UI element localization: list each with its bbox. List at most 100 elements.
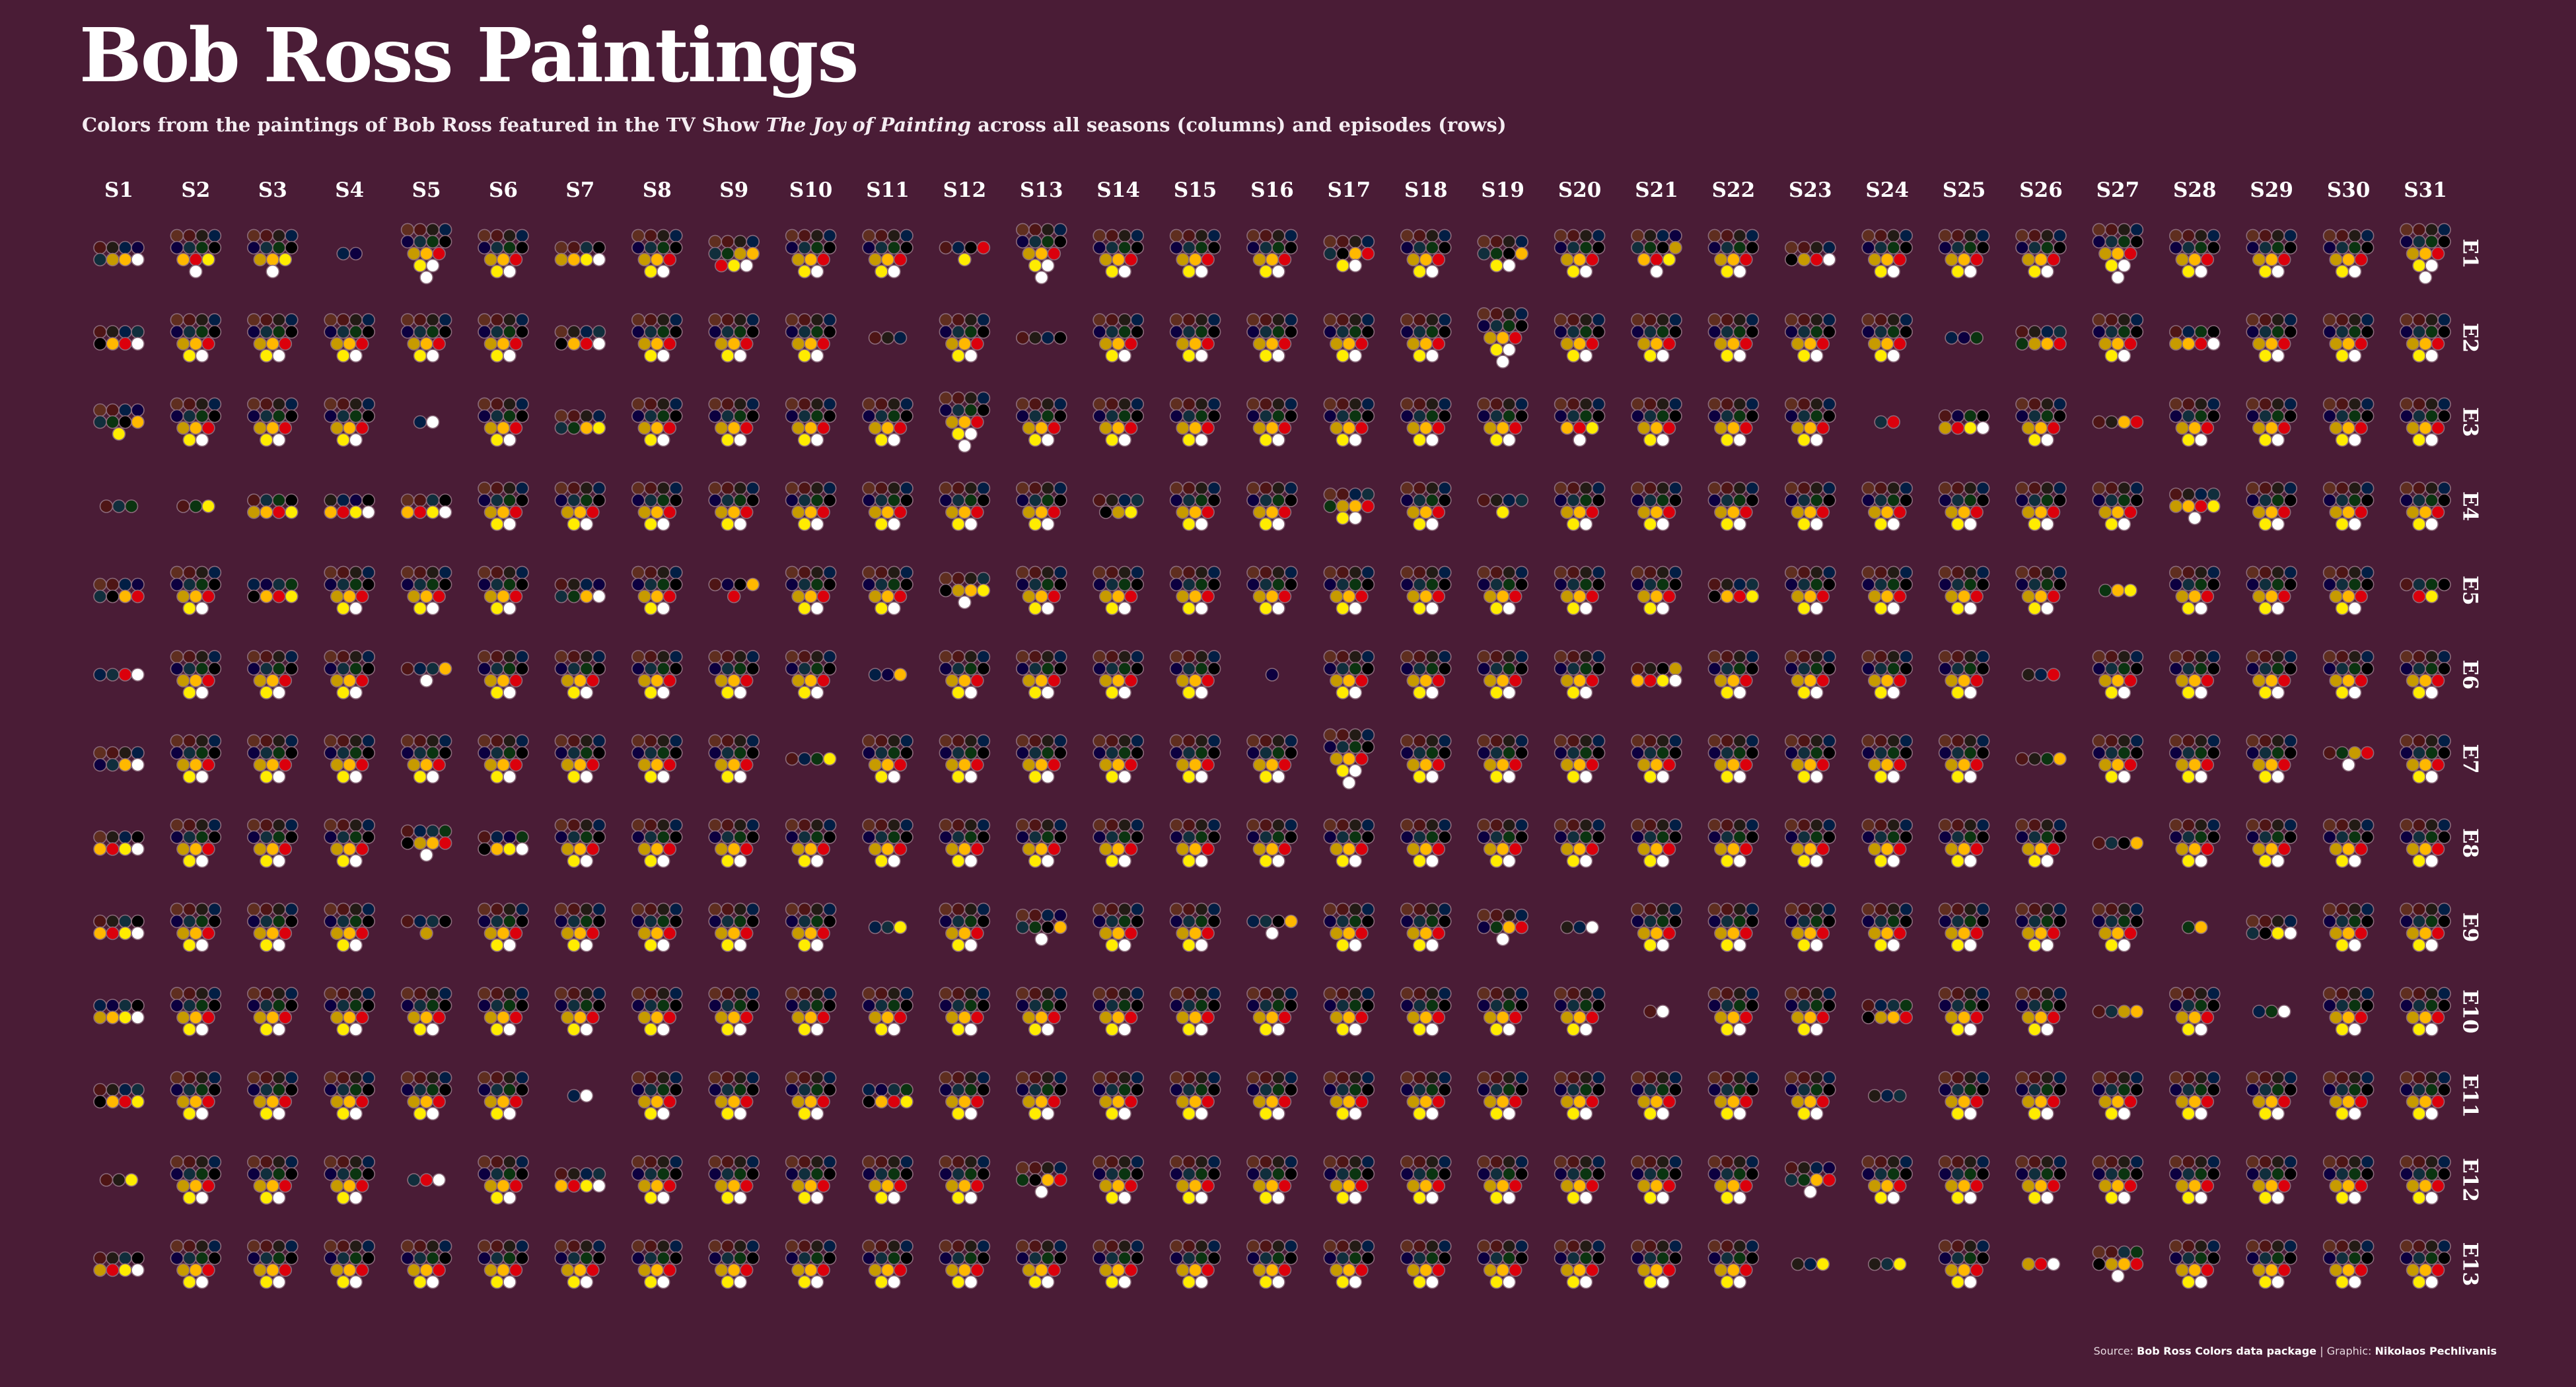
paint-color-dot [266,252,280,267]
paint-color-dot [182,938,197,952]
paint-color-dot [1425,686,1439,699]
paint-color-dot [490,1275,504,1289]
paint-color-dot [1092,830,1106,844]
paint-color-dot [1579,734,1593,748]
paint-color-dot [2342,252,2355,267]
paint-color-dot [1867,842,1882,856]
paint-color-dot [2271,493,2285,507]
paint-color-dot [118,1011,132,1024]
paint-color-dot [2034,1011,2048,1024]
paint-color-dot [656,1239,670,1254]
paint-color-dot [1105,433,1119,447]
paint-color-dot [1169,830,1184,844]
paint-color-dot [1413,987,1427,1001]
paint-color-dot [278,421,293,435]
paint-color-dot [195,1239,209,1254]
paint-color-dot [1182,565,1196,580]
paint-color-dot [668,1167,683,1181]
painting-cluster [708,1071,760,1121]
paint-color-dot [2425,1071,2439,1085]
painting-cluster [2252,1005,2291,1018]
paint-color-dot [2425,662,2439,676]
paint-color-dot [361,650,376,664]
paint-color-dot [1265,1011,1279,1024]
paint-color-dot [407,758,421,772]
paint-color-dot [1489,650,1503,664]
paint-color-dot [1271,481,1285,495]
paint-color-dot [1554,818,1568,832]
paint-color-dot [970,415,984,429]
paint-color-dot [1098,926,1113,941]
paint-color-dot [1348,511,1363,525]
paint-color-dot [1041,1251,1055,1265]
paint-color-dot [1130,914,1144,929]
paint-color-dot [2246,1071,2260,1085]
paint-color-dot [1054,234,1067,249]
paint-color-dot [1515,234,1528,249]
paint-color-dot [1425,999,1439,1013]
paint-color-dot [721,830,734,844]
paint-color-dot [106,337,120,351]
paint-color-dot [1733,577,1747,592]
paint-color-dot [1668,914,1682,929]
paint-color-dot [2360,818,2375,832]
paint-color-dot [1130,397,1144,411]
paint-color-dot [1656,349,1670,363]
paint-color-dot [1739,842,1753,856]
paint-color-dot [1560,758,1574,772]
paint-color-dot [259,1167,273,1181]
paint-color-dot [1963,240,1978,255]
paint-color-dot [2117,1083,2131,1097]
paint-color-dot [862,999,876,1013]
paint-color-dot [643,1022,658,1036]
paint-color-dot [1176,1094,1190,1109]
paint-color-dot [118,842,132,856]
paint-color-dot [939,818,953,832]
paint-color-dot [1438,914,1452,929]
paint-color-dot [1739,337,1753,351]
paint-color-dot [1361,902,1375,917]
paint-color-dot [797,818,812,832]
paint-color-dot [900,229,913,243]
paint-color-dot [2360,1071,2375,1085]
paint-color-dot [1810,902,1824,917]
paint-color-dot [1182,1167,1196,1181]
paint-color-dot [515,914,529,929]
paint-color-dot [1400,914,1414,929]
paint-color-dot [733,481,747,495]
paint-color-dot [1169,1239,1184,1254]
paint-color-dot [1579,999,1593,1013]
paint-color-dot [721,1167,734,1181]
paint-color-dot [592,409,606,423]
paint-color-dot [1649,1179,1664,1193]
paint-color-dot [1976,493,1990,507]
painting-cluster [554,902,606,952]
paint-color-dot [887,818,901,832]
paint-color-dot [478,577,491,592]
paint-color-dot [361,409,376,423]
paint-color-dot [631,397,645,411]
paint-color-dot [1733,313,1747,327]
paint-color-dot [1573,842,1587,856]
paint-color-dot [2092,650,2106,664]
paint-color-dot [1182,769,1196,784]
paint-color-dot [656,938,670,952]
paint-color-dot [567,1022,581,1036]
paint-color-dot [1957,758,1971,772]
paint-color-dot [586,758,600,772]
paint-color-dot [2040,577,2054,592]
paint-color-dot [1419,421,1433,435]
paint-color-dot [1745,650,1760,664]
paint-color-dot [1348,1239,1363,1254]
paint-color-dot [2347,517,2362,531]
paint-color-dot [2207,240,2221,255]
paint-color-dot [887,601,901,616]
paint-color-dot [964,517,978,531]
paint-color-dot [1810,830,1824,844]
paint-color-dot [336,349,351,363]
painting-cluster [2015,397,2067,447]
paint-color-dot [797,409,812,423]
paint-color-dot [1733,493,1747,507]
paint-color-dot [1130,240,1144,255]
painting-cluster [93,240,145,267]
